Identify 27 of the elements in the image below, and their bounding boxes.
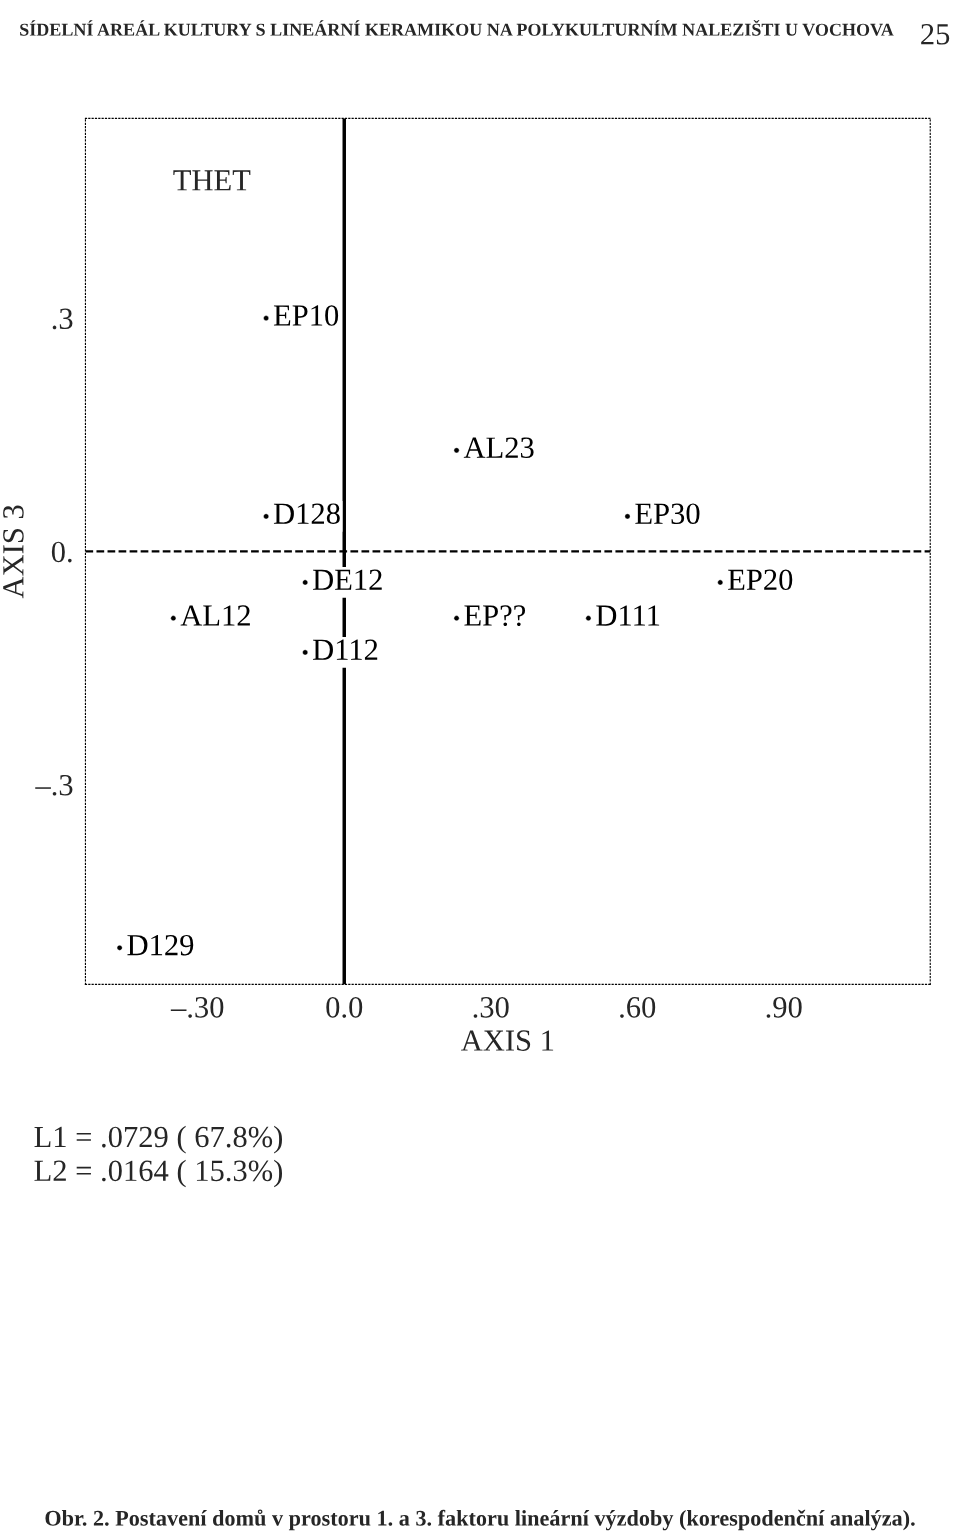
data-label: AL23: [463, 437, 534, 458]
x-tick-label: .90: [766, 997, 802, 1018]
data-label: D128: [273, 503, 340, 525]
x-tick-label: .60: [620, 997, 656, 1018]
x-tick-label: .30: [473, 997, 509, 1018]
chart-title: SÍDELNÍ AREÁL KULTURY S LINEÁRNÍ KERAMIKOU NA POLYKULTURNÍM NALEZIŠTI U VOCHOVA: [20, 19, 894, 36]
text: L1 = .0729 ( 67.8%): [34, 1125, 283, 1154]
data-label: EP30: [635, 503, 700, 525]
data-label: AL12: [180, 605, 250, 626]
text: Obr. 2. Postavení domů v prostoru 1. a 3. faktoru lineární výzdoby (korespodenční analýza).: [45, 1509, 915, 1531]
text: L2 = .0164 ( 15.3%): [34, 1159, 283, 1188]
data-label: EP??: [464, 605, 526, 626]
data-label: D129: [127, 934, 194, 956]
y-axis-title: AXIS 3: [3, 505, 24, 599]
data-label: DE12: [313, 569, 382, 590]
data-label: D112: [313, 639, 378, 660]
x-tick-label: 0.0: [326, 997, 363, 1018]
x-tick-label: –.30: [170, 997, 224, 1018]
y-tick-label: –.3: [35, 774, 73, 796]
data-label: EP20: [728, 569, 793, 591]
y-tick-label: 0.: [51, 541, 72, 563]
annotation: THET: [173, 170, 251, 191]
data-label: EP10: [273, 305, 339, 326]
x-axis-title: AXIS 1: [461, 1030, 554, 1051]
chart-subtitle: 25: [921, 24, 950, 45]
y-tick-label: .3: [52, 308, 73, 330]
data-label: D111: [596, 605, 660, 626]
